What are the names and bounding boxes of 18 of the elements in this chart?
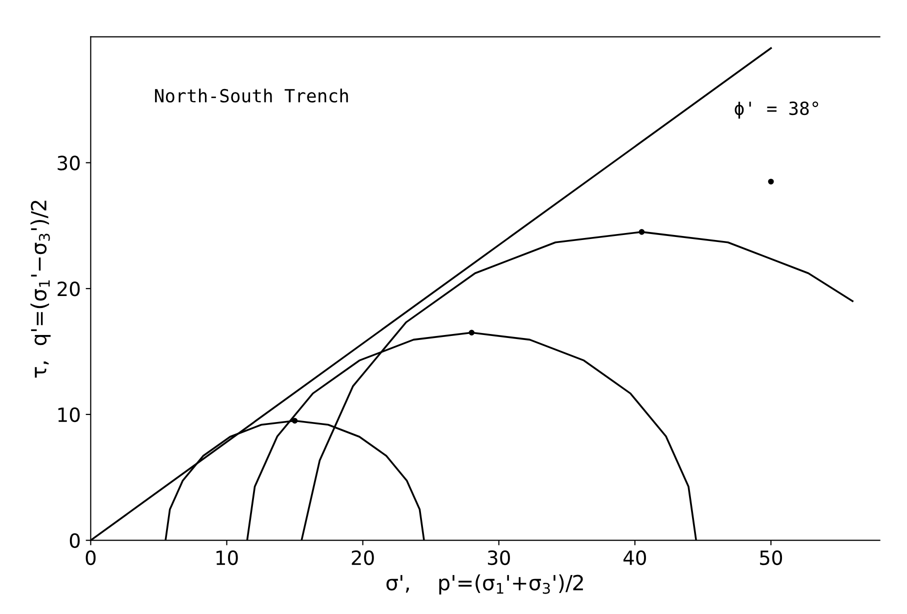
point	[638, 229, 645, 235]
y-axis-title: τ, q'=(σ$_{1}$'−σ$_{3}$')/2	[30, 200, 51, 378]
point	[468, 330, 475, 336]
x-tick-label: 0	[86, 550, 96, 566]
x-tick-label: 10	[216, 550, 238, 566]
annotation: ϕ' = 38°	[734, 101, 818, 119]
x-tick-label: 20	[352, 550, 374, 566]
x-axis-title: σ', p'=(σ$_{1}$'+σ$_{3}$')/2	[386, 574, 583, 595]
y-tick-label: 30	[58, 156, 80, 170]
x-tick-label: 30	[488, 550, 510, 566]
annotation: North-South Trench	[155, 88, 348, 103]
y-tick-label: 20	[58, 282, 80, 296]
point	[768, 178, 774, 184]
y-tick-label: 0	[70, 533, 80, 548]
point	[292, 418, 298, 424]
x-tick-label: 40	[623, 550, 646, 566]
x-tick-label: 50	[760, 550, 782, 566]
y-tick-label: 10	[58, 407, 80, 422]
